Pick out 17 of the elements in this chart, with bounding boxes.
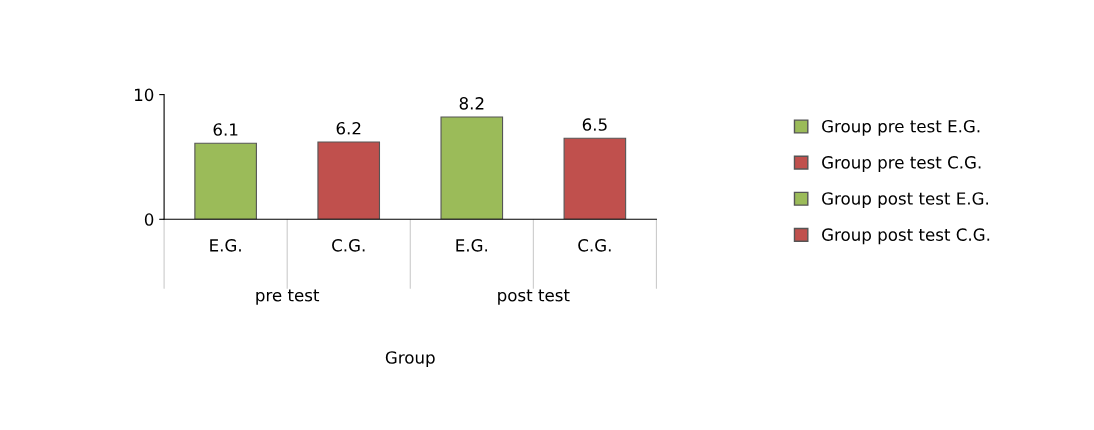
legend-label: Group pre test E.G. [822,119,980,136]
y-tick-label: 0 [144,213,154,226]
data-label: 6.1 [213,123,238,136]
x-tick-label: C.G. [578,239,611,252]
data-label: 6.2 [336,121,361,135]
data-label: 6.5 [582,118,607,131]
y-tick-label: 10 [135,88,154,102]
legend-label: Group pre test C.G. [822,156,981,172]
legend-label: Group post test E.G. [822,192,989,209]
x-tick-label: E.G. [456,239,488,252]
text: Group [385,351,435,368]
x-tick-label: C.G. [332,239,365,252]
data-label: 8.2 [459,97,484,110]
text: post test [498,289,570,305]
legend-label: Group post test C.G. [822,228,990,245]
text: pre test [256,289,320,305]
x-tick-label: E.G. [210,239,241,252]
